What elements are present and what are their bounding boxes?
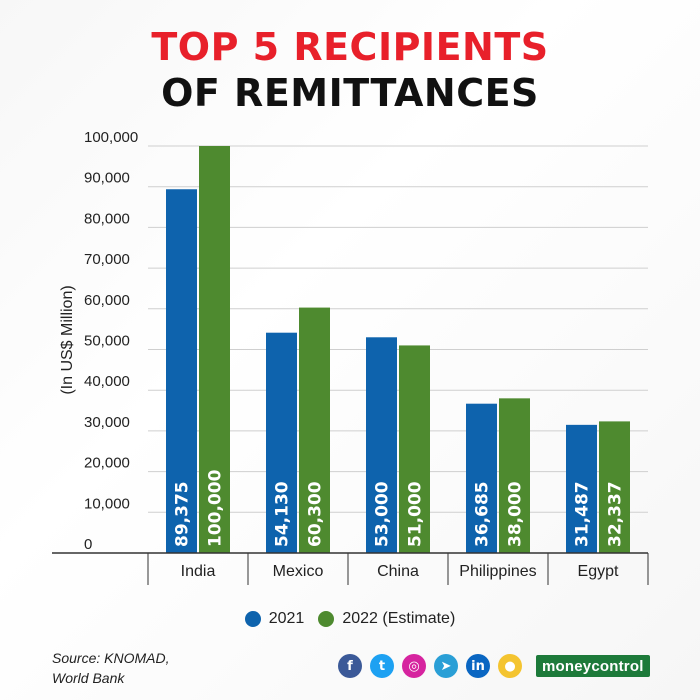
bar-india-2022 bbox=[199, 146, 230, 553]
bar-egypt-2022 bbox=[599, 421, 630, 553]
bar-china-2022 bbox=[399, 345, 430, 553]
x-tick-label: India bbox=[181, 563, 216, 580]
legend: 2021 2022 (Estimate) bbox=[0, 610, 700, 628]
y-tick-label: 60,000 bbox=[84, 292, 130, 309]
bar-india-2021 bbox=[166, 189, 197, 553]
koo-icon[interactable]: ● bbox=[498, 654, 522, 678]
y-tick-label: 20,000 bbox=[84, 455, 130, 472]
y-tick-label: 30,000 bbox=[84, 414, 130, 431]
source-note: Source: KNOMAD, World Bank bbox=[52, 648, 169, 688]
chart-title-line1: TOP 5 RECIPIENTS bbox=[151, 25, 549, 69]
x-tick-label: Philippines bbox=[459, 563, 536, 580]
bar-value-label: 32,337 bbox=[606, 481, 626, 547]
source-line1: Source: KNOMAD, bbox=[52, 650, 170, 666]
y-axis-label: (In US$ Million) bbox=[59, 285, 76, 394]
bar-mexico-2021 bbox=[266, 332, 297, 553]
facebook-icon[interactable]: f bbox=[338, 654, 362, 678]
y-tick-label: 10,000 bbox=[84, 495, 130, 512]
social-icons: f t ◎ ➤ in ● bbox=[338, 654, 522, 678]
legend-swatch-2021 bbox=[244, 611, 261, 627]
bar-china-2021 bbox=[366, 337, 397, 553]
chart-title-line2: OF REMITTANCES bbox=[161, 71, 539, 115]
bar-value-label: 36,685 bbox=[473, 481, 493, 547]
legend-swatch-2022 bbox=[318, 611, 335, 627]
brand-logo: moneycontrol bbox=[536, 655, 650, 677]
telegram-icon[interactable]: ➤ bbox=[434, 654, 458, 678]
legend-label-2022: 2022 (Estimate) bbox=[342, 610, 456, 627]
y-tick-label: 100,000 bbox=[84, 129, 138, 146]
bar-value-label: 31,487 bbox=[573, 481, 593, 547]
bar-value-label: 100,000 bbox=[206, 469, 226, 547]
y-tick-label: 40,000 bbox=[84, 373, 130, 390]
twitter-icon[interactable]: t bbox=[370, 654, 394, 678]
bar-value-label: 51,000 bbox=[406, 481, 426, 547]
y-tick-label: 50,000 bbox=[84, 333, 130, 350]
legend-item-2022: 2022 (Estimate) bbox=[318, 610, 455, 628]
y-tick-label: 90,000 bbox=[84, 170, 130, 187]
bar-philippines-2021 bbox=[466, 403, 497, 553]
bar-value-label: 54,130 bbox=[273, 481, 293, 547]
bar-value-label: 89,375 bbox=[173, 481, 193, 547]
y-tick-label: 80,000 bbox=[84, 210, 130, 227]
legend-item-2021: 2021 bbox=[244, 610, 305, 628]
instagram-icon[interactable]: ◎ bbox=[402, 654, 426, 678]
y-tick-label: 0 bbox=[84, 536, 92, 553]
bar-value-label: 38,000 bbox=[506, 481, 526, 547]
source-line2: World Bank bbox=[52, 670, 125, 686]
bar-value-label: 60,300 bbox=[306, 481, 326, 547]
bar-value-label: 53,000 bbox=[373, 481, 393, 547]
y-tick-label: 70,000 bbox=[84, 251, 130, 268]
x-tick-label: Egypt bbox=[578, 563, 619, 580]
bar-egypt-2021 bbox=[566, 424, 597, 553]
bar-mexico-2022 bbox=[299, 307, 330, 553]
linkedin-icon[interactable]: in bbox=[466, 654, 490, 678]
bar-philippines-2022 bbox=[499, 398, 530, 553]
x-tick-label: China bbox=[377, 563, 419, 580]
x-tick-label: Mexico bbox=[273, 563, 324, 580]
legend-label-2021: 2021 bbox=[268, 610, 305, 627]
